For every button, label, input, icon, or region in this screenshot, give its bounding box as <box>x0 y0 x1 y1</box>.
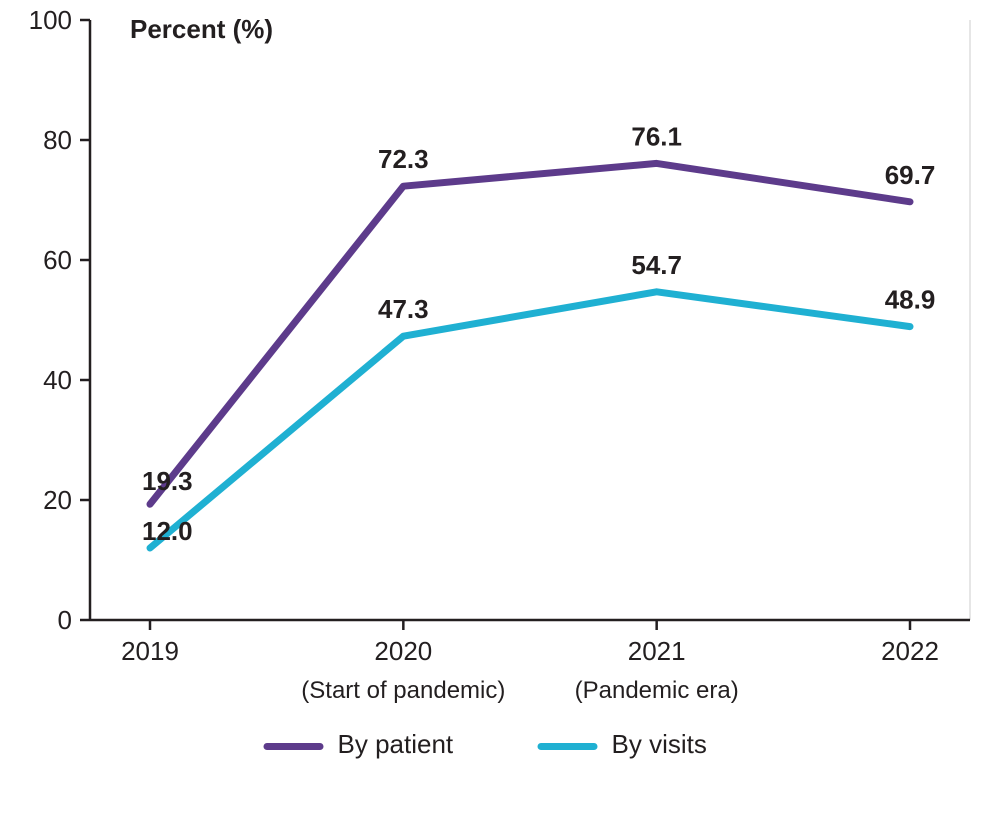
data-label: 47.3 <box>378 294 429 324</box>
y-tick-label: 60 <box>43 245 72 275</box>
series-line-1 <box>150 292 910 548</box>
data-label: 76.1 <box>631 121 682 151</box>
y-tick-label: 40 <box>43 365 72 395</box>
y-tick-label: 100 <box>29 5 72 35</box>
x-tick-label: 2022 <box>881 636 939 666</box>
x-tick-label: 2019 <box>121 636 179 666</box>
data-label: 12.0 <box>142 516 193 546</box>
y-tick-label: 20 <box>43 485 72 515</box>
x-tick-label: 2021 <box>628 636 686 666</box>
x-tick-label: 2020 <box>374 636 432 666</box>
legend-swatch <box>538 743 598 750</box>
line-chart: 0 20 40 60 80 100 2019 2020 (Start of pandemic) 2… <box>0 0 1001 821</box>
y-axis-title: Percent (%) <box>130 14 273 44</box>
data-label: 72.3 <box>378 144 429 174</box>
y-tick-label: 0 <box>58 605 72 635</box>
x-tick-subtitle: (Start of pandemic) <box>301 677 505 704</box>
y-tick-label: 80 <box>43 125 72 155</box>
data-label: 69.7 <box>885 160 936 190</box>
legend-label: By visits <box>612 729 707 759</box>
legend-swatch <box>264 743 324 750</box>
x-tick-subtitle: (Pandemic era) <box>575 677 739 704</box>
data-label: 48.9 <box>885 285 936 315</box>
data-label: 19.3 <box>142 466 193 496</box>
chart-svg: 0 20 40 60 80 100 2019 2020 (Start of pandemic) 2… <box>0 0 1001 821</box>
data-label: 54.7 <box>631 250 682 280</box>
legend-label: By patient <box>338 729 454 759</box>
